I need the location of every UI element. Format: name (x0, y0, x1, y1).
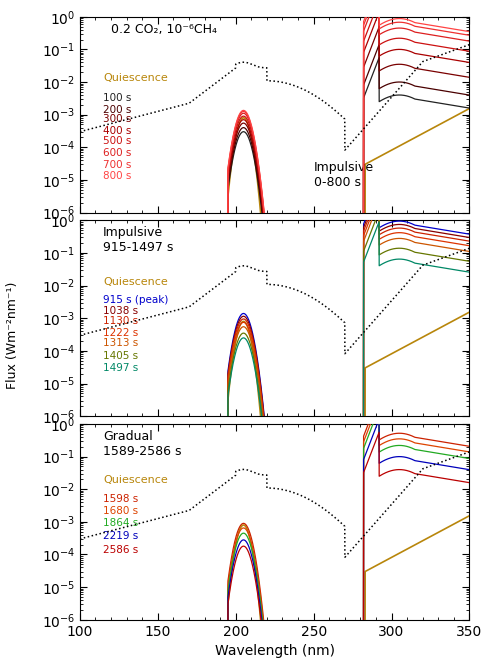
Text: 800 s: 800 s (103, 172, 132, 182)
Text: 100 s: 100 s (103, 93, 132, 103)
Text: 1222 s: 1222 s (103, 328, 138, 338)
Text: Flux (Wm⁻²nm⁻¹): Flux (Wm⁻²nm⁻¹) (6, 281, 18, 389)
Text: Impulsive
0-800 s: Impulsive 0-800 s (314, 161, 374, 189)
Text: 0.2 CO₂, 10⁻⁶CH₄: 0.2 CO₂, 10⁻⁶CH₄ (111, 23, 217, 36)
Text: 700 s: 700 s (103, 159, 132, 170)
Text: 1038 s: 1038 s (103, 306, 138, 316)
Text: 1313 s: 1313 s (103, 338, 138, 348)
Text: 200 s: 200 s (103, 105, 132, 115)
X-axis label: Wavelength (nm): Wavelength (nm) (215, 644, 334, 658)
Text: Quiescence: Quiescence (103, 73, 168, 83)
Text: 1497 s: 1497 s (103, 363, 138, 373)
Text: 400 s: 400 s (103, 126, 132, 136)
Text: 500 s: 500 s (103, 136, 132, 146)
Text: Quiescence: Quiescence (103, 475, 168, 484)
Text: 2586 s: 2586 s (103, 545, 138, 555)
Text: 2219 s: 2219 s (103, 531, 138, 541)
Text: Impulsive
915-1497 s: Impulsive 915-1497 s (103, 226, 174, 254)
Text: 1405 s: 1405 s (103, 351, 138, 361)
Text: Quiescence: Quiescence (103, 277, 168, 287)
Text: 600 s: 600 s (103, 148, 132, 157)
Text: 1130 s: 1130 s (103, 316, 138, 326)
Text: 915 s (peak): 915 s (peak) (103, 295, 168, 305)
Text: Gradual
1589-2586 s: Gradual 1589-2586 s (103, 430, 182, 458)
Text: 1598 s: 1598 s (103, 494, 138, 505)
Text: 1864 s: 1864 s (103, 518, 138, 528)
Text: 300 s: 300 s (103, 115, 132, 125)
Text: 1680 s: 1680 s (103, 506, 138, 516)
